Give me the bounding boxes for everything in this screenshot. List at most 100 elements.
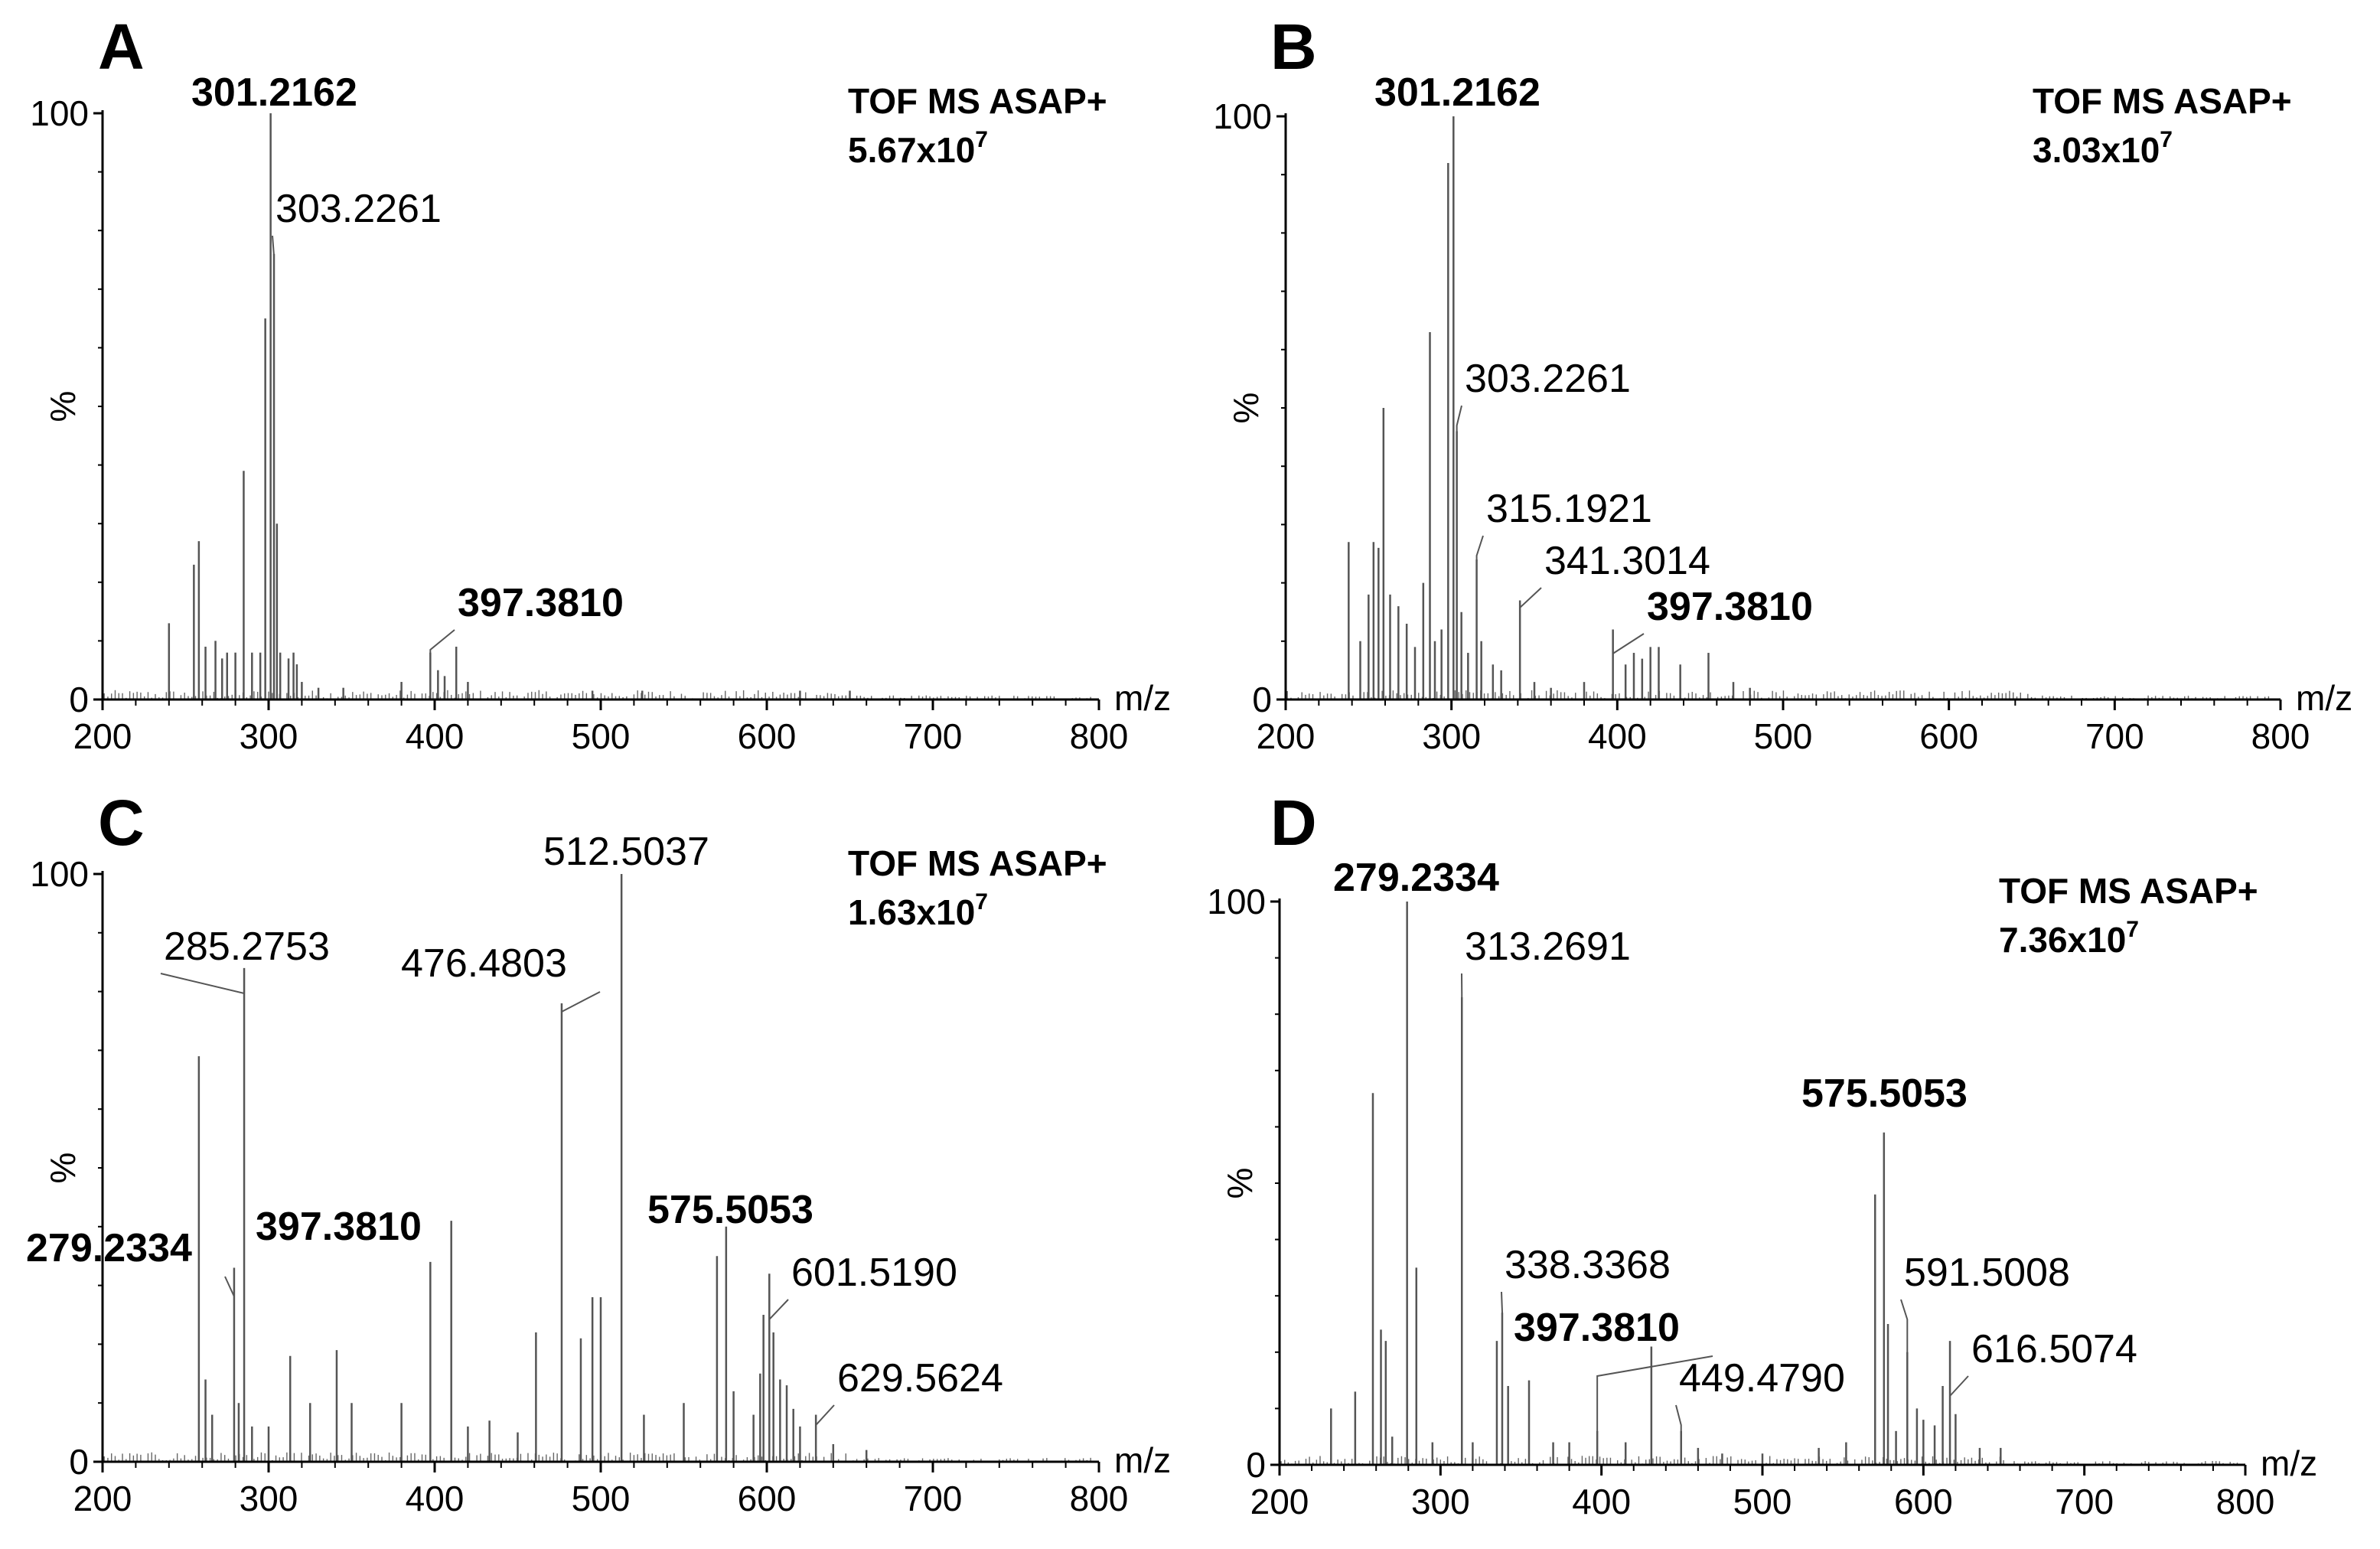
panel-letter: A [98, 11, 145, 83]
peak-label: 575.5053 [1801, 1071, 1968, 1116]
intensity-base: 5.67x10 [848, 130, 975, 170]
x-tick-label: 200 [73, 716, 132, 756]
y-axis-label: % [43, 391, 83, 422]
x-axis-label: m/z [1114, 678, 1171, 718]
panel-letter: C [98, 787, 145, 859]
x-tick-label: 600 [1894, 1482, 1953, 1521]
instrument-label: TOF MS ASAP+ [2033, 81, 2292, 121]
x-axis-label: m/z [2296, 678, 2352, 718]
peak-label: 341.3014 [1544, 539, 1710, 583]
label-leader [1596, 1355, 1713, 1433]
y-tick-label: 0 [69, 1442, 89, 1482]
peak-label: 303.2261 [1465, 357, 1631, 401]
peak-label: 315.1921 [1486, 487, 1652, 531]
label-leader [560, 991, 601, 1013]
x-tick-label: 500 [1733, 1482, 1792, 1521]
intensity-label: 5.67x107 [848, 127, 988, 170]
intensity-exponent: 7 [975, 127, 988, 152]
peak-label: 476.4803 [401, 941, 567, 986]
y-axis-label: % [43, 1153, 83, 1184]
peak-label: 301.2162 [191, 70, 357, 115]
peak-label: 397.3810 [458, 581, 624, 625]
instrument-label: TOF MS ASAP+ [848, 843, 1107, 883]
x-tick-label: 500 [572, 1479, 631, 1518]
x-tick-label: 400 [406, 1479, 465, 1518]
peak-label: 313.2691 [1465, 925, 1631, 969]
y-tick-label: 100 [30, 93, 89, 133]
intensity-label: 7.36x107 [1999, 917, 2139, 960]
x-tick-label: 700 [904, 716, 963, 756]
x-tick-label: 300 [240, 1479, 298, 1518]
x-tick-label: 800 [1070, 716, 1129, 756]
x-tick-label: 500 [1754, 716, 1813, 756]
instrument-label: TOF MS ASAP+ [848, 81, 1107, 121]
label-leader [224, 1269, 235, 1297]
peak-label: 397.3810 [256, 1205, 422, 1249]
x-tick-label: 500 [572, 716, 631, 756]
x-tick-label: 700 [2085, 716, 2144, 756]
label-leader [815, 1404, 835, 1427]
label-leader [1900, 1299, 1909, 1354]
peak-label: 629.5624 [837, 1356, 1003, 1401]
x-tick-label: 700 [904, 1479, 963, 1518]
label-leader [1501, 1291, 1503, 1315]
intensity-exponent: 7 [2160, 127, 2173, 152]
peak-label: 575.5053 [647, 1188, 813, 1232]
panel-letter: D [1270, 787, 1317, 859]
intensity-base: 3.03x10 [2033, 130, 2160, 170]
label-leader [1475, 535, 1484, 562]
intensity-label: 3.03x107 [2033, 127, 2173, 170]
y-axis-label: % [1226, 393, 1266, 424]
x-tick-label: 800 [2216, 1482, 2275, 1521]
x-axis-label: m/z [1114, 1440, 1171, 1480]
peak-label: 397.3810 [1514, 1306, 1680, 1350]
peak-label: 303.2261 [275, 187, 442, 231]
label-leader [768, 1275, 789, 1322]
peak-label: 591.5008 [1904, 1251, 2070, 1295]
peak-label: 338.3368 [1505, 1243, 1671, 1287]
label-leader [1949, 1342, 1969, 1398]
intensity-exponent: 7 [2126, 917, 2139, 942]
x-tick-label: 700 [2055, 1482, 2114, 1521]
y-tick-label: 100 [30, 854, 89, 894]
peak-label: 601.5190 [791, 1251, 957, 1295]
intensity-exponent: 7 [975, 889, 988, 915]
label-leader [1456, 405, 1462, 433]
peak-label: 279.2334 [26, 1226, 192, 1270]
peak-label: 285.2753 [164, 925, 330, 969]
x-tick-label: 400 [406, 716, 465, 756]
x-tick-label: 800 [2251, 716, 2310, 756]
label-leader [272, 235, 275, 256]
x-tick-label: 400 [1572, 1482, 1631, 1521]
x-tick-label: 300 [1411, 1482, 1470, 1521]
label-leader [1612, 631, 1645, 655]
panel-letter: B [1270, 11, 1317, 83]
intensity-label: 1.63x107 [848, 889, 988, 932]
peak-label: 301.2162 [1374, 70, 1540, 115]
x-tick-label: 600 [738, 1479, 797, 1518]
x-tick-label: 300 [240, 716, 298, 756]
label-leader [160, 969, 246, 995]
peak-label: 449.4790 [1679, 1356, 1845, 1401]
x-tick-label: 200 [1250, 1482, 1309, 1521]
x-axis-label: m/z [2261, 1443, 2317, 1483]
x-tick-label: 800 [1070, 1479, 1129, 1518]
label-leader [429, 629, 455, 654]
y-axis-label: % [1220, 1168, 1260, 1199]
label-leader [1519, 587, 1542, 610]
x-tick-label: 600 [738, 716, 797, 756]
label-leader [1675, 1404, 1682, 1433]
intensity-base: 7.36x10 [1999, 920, 2126, 960]
peak-label: 616.5074 [1971, 1327, 2137, 1371]
intensity-base: 1.63x10 [848, 892, 975, 932]
peak-label: 279.2334 [1333, 856, 1499, 900]
x-tick-label: 600 [1919, 716, 1978, 756]
y-tick-label: 0 [1246, 1445, 1266, 1485]
y-tick-label: 0 [1252, 680, 1272, 719]
x-tick-label: 300 [1422, 716, 1481, 756]
